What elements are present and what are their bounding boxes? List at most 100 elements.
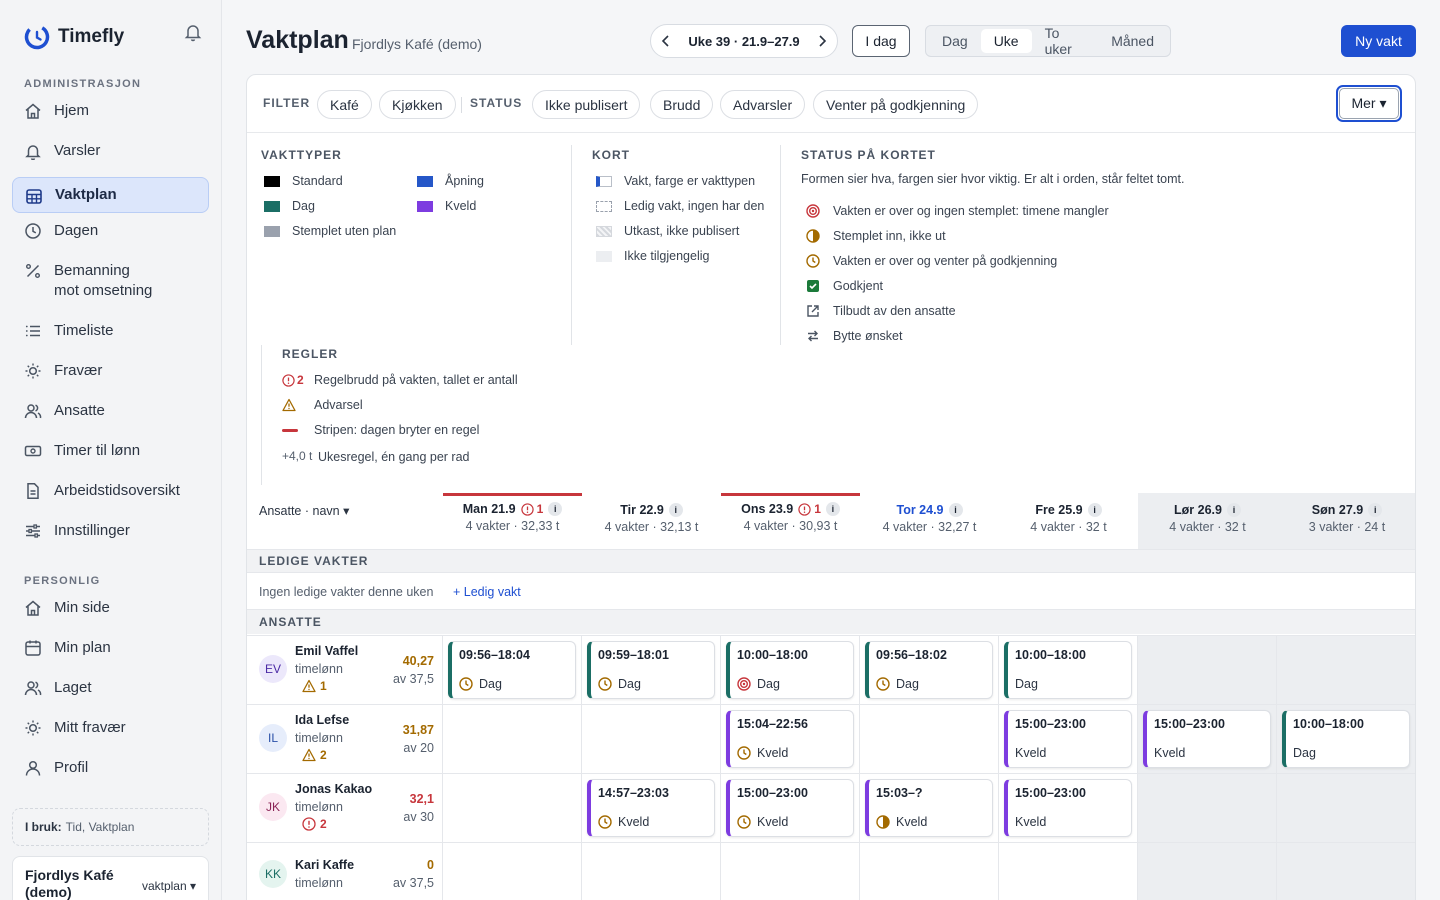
shift-card[interactable]: 09:56–18:04 Dag	[448, 641, 576, 699]
week-label[interactable]: Uke 39 · 21.9–27.9	[688, 33, 800, 49]
day-date: Ons 23.9	[741, 502, 794, 516]
day-cell[interactable]: 10:00–18:00 Dag	[721, 636, 860, 704]
day-info-icon[interactable]: i	[1368, 503, 1383, 517]
day-header[interactable]: Tir 22.9 i 4 vakter · 32,13 t	[582, 493, 721, 549]
view-tab-uke[interactable]: Uke	[980, 29, 1032, 53]
shift-card[interactable]: 15:00–23:00 Kveld	[1143, 710, 1271, 768]
view-tab-to-uker[interactable]: To uker	[1044, 25, 1072, 57]
day-header[interactable]: Ons 23.9 1 i 4 vakter · 30,93 t	[721, 493, 860, 549]
day-cell[interactable]: 15:00–23:00 Kveld	[1138, 705, 1277, 773]
day-cell[interactable]	[582, 705, 721, 773]
sidebar-item-mitt-fravær[interactable]: Mitt fravær	[12, 718, 209, 738]
day-info-icon[interactable]: i	[1087, 503, 1102, 517]
day-cell[interactable]: 09:56–18:02 Dag	[860, 636, 999, 704]
new-shift-button[interactable]: Ny vakt	[1341, 25, 1416, 57]
day-cell[interactable]	[443, 705, 582, 773]
filter-chip-kafé[interactable]: Kafé	[317, 90, 372, 119]
filter-chip-kjøkken[interactable]: Kjøkken	[379, 90, 456, 119]
more-button[interactable]: Mer ▾	[1336, 85, 1402, 122]
sort-employees-select[interactable]: Ansatte · navn ▾	[259, 504, 350, 518]
day-cell[interactable]: 09:56–18:04 Dag	[443, 636, 582, 704]
shift-card[interactable]: 09:56–18:02 Dag	[865, 641, 993, 699]
shift-card[interactable]: 15:00–23:00 Kveld	[1004, 779, 1132, 837]
sidebar-item-innstillinger[interactable]: Innstillinger	[12, 521, 209, 541]
day-info-icon[interactable]: i	[948, 503, 963, 517]
day-cell[interactable]: 15:00–23:00 Kveld	[721, 774, 860, 842]
day-cell[interactable]	[1277, 843, 1415, 900]
day-header[interactable]: Lør 26.9 i 4 vakter · 32 t	[1138, 493, 1277, 549]
day-info-icon[interactable]: i	[668, 503, 683, 517]
today-button[interactable]: I dag	[852, 25, 910, 57]
day-cell[interactable]	[860, 705, 999, 773]
day-header[interactable]: Fre 25.9 i 4 vakter · 32 t	[999, 493, 1138, 549]
day-cell[interactable]: 15:03–? Kveld	[860, 774, 999, 842]
status-chip[interactable]: Advarsler	[720, 90, 806, 119]
sidebar-item-hjem[interactable]: Hjem	[12, 101, 209, 121]
sidebar-item-vaktplan[interactable]: Vaktplan	[12, 177, 209, 213]
shift-card[interactable]: 15:00–23:00 Kveld	[726, 779, 854, 837]
day-cell[interactable]	[443, 774, 582, 842]
next-week-chevron-right-icon[interactable]	[817, 35, 827, 47]
org-role-select[interactable]: vaktplan ▾	[141, 879, 196, 893]
day-header[interactable]: Tor 24.9 i 4 vakter · 32,27 t	[860, 493, 999, 549]
day-cell[interactable]	[1138, 636, 1277, 704]
shift-card[interactable]: 10:00–18:00 Dag	[726, 641, 854, 699]
day-cell[interactable]: 10:00–18:00 Dag	[999, 636, 1138, 704]
sidebar-item-dagen[interactable]: Dagen	[12, 221, 209, 241]
sidebar-item-bemanning[interactable]: Bemanning mot omsetning	[12, 261, 209, 301]
sidebar-item-timer-til-lønn[interactable]: Timer til lønn	[12, 441, 209, 461]
day-info-icon[interactable]: i	[825, 502, 840, 516]
sidebar-item-arbeidstidsoversikt[interactable]: Arbeidstidsoversikt	[12, 481, 209, 501]
day-cell[interactable]	[1138, 774, 1277, 842]
status-chip[interactable]: Brudd	[650, 90, 714, 119]
day-cell[interactable]: 15:04–22:56 Kveld	[721, 705, 860, 773]
employee-cell[interactable]: KK Kari Kaffe timelønn 0 av 37,5	[247, 843, 443, 900]
day-cell[interactable]: 10:00–18:00 Dag	[1277, 705, 1415, 773]
sidebar-item-profil[interactable]: Profil	[12, 758, 209, 778]
shift-card[interactable]: 10:00–18:00 Dag	[1004, 641, 1132, 699]
day-info-icon[interactable]: i	[1226, 503, 1241, 517]
shift-card[interactable]: 10:00–18:00 Dag	[1282, 710, 1410, 768]
shift-card[interactable]: 15:03–? Kveld	[865, 779, 993, 837]
day-cell[interactable]	[1138, 843, 1277, 900]
shift-card[interactable]: 15:00–23:00 Kveld	[1004, 710, 1132, 768]
sidebar-item-fravær[interactable]: Fravær	[12, 361, 209, 381]
sidebar-item-varsler[interactable]: Varsler	[12, 141, 209, 161]
day-cell[interactable]	[860, 843, 999, 900]
view-tab-måned[interactable]: Måned	[1111, 33, 1154, 49]
day-cell[interactable]	[999, 843, 1138, 900]
day-info-icon[interactable]: i	[548, 502, 563, 516]
day-cell[interactable]: 15:00–23:00 Kveld	[999, 774, 1138, 842]
employee-cell[interactable]: JK Jonas Kakao timelønn 2 32,1 av 30	[247, 774, 443, 842]
notifications-bell-icon[interactable]	[183, 22, 203, 42]
app-logo[interactable]: Timefly	[24, 24, 124, 50]
day-header[interactable]: Man 21.9 1 i 4 vakter · 32,33 t	[443, 493, 582, 549]
day-cell[interactable]	[582, 843, 721, 900]
employee-cell[interactable]: EV Emil Vaffel timelønn 1 40,27 av 37,5	[247, 636, 443, 704]
status-chip[interactable]: Ikke publisert	[532, 90, 641, 119]
day-cell[interactable]	[443, 843, 582, 900]
day-cell[interactable]: 09:59–18:01 Dag	[582, 636, 721, 704]
shift-card[interactable]: 15:04–22:56 Kveld	[726, 710, 854, 768]
employee-cell[interactable]: IL Ida Lefse timelønn 2 31,87 av 20	[247, 705, 443, 773]
day-header[interactable]: Søn 27.9 i 3 vakter · 24 t	[1277, 493, 1415, 549]
shift-card[interactable]: 09:59–18:01 Dag	[587, 641, 715, 699]
status-chip[interactable]: Venter på godkjenning	[813, 90, 979, 119]
sidebar-item-min-side[interactable]: Min side	[12, 598, 209, 618]
day-cell[interactable]	[1277, 774, 1415, 842]
day-cell[interactable]	[721, 843, 860, 900]
sidebar-item-min-plan[interactable]: Min plan	[12, 638, 209, 658]
prev-week-chevron-left-icon[interactable]	[661, 35, 671, 47]
sidebar-item-ansatte[interactable]: Ansatte	[12, 401, 209, 421]
sidebar-item-laget[interactable]: Laget	[12, 678, 209, 698]
shift-card[interactable]: 14:57–23:03 Kveld	[587, 779, 715, 837]
day-cell[interactable]: 14:57–23:03 Kveld	[582, 774, 721, 842]
day-cell[interactable]	[1277, 636, 1415, 704]
employee-rule-marker: 2	[302, 748, 327, 762]
view-tab-dag[interactable]: Dag	[942, 33, 968, 49]
sidebar-item-timeliste[interactable]: Timeliste	[12, 321, 209, 341]
org-switcher[interactable]: Fjordlys Kafé (demo) vaktplan ▾	[12, 856, 209, 900]
shift-type-label: Kveld	[757, 815, 789, 829]
day-cell[interactable]: 15:00–23:00 Kveld	[999, 705, 1138, 773]
add-open-shift-link[interactable]: + Ledig vakt	[453, 585, 521, 599]
